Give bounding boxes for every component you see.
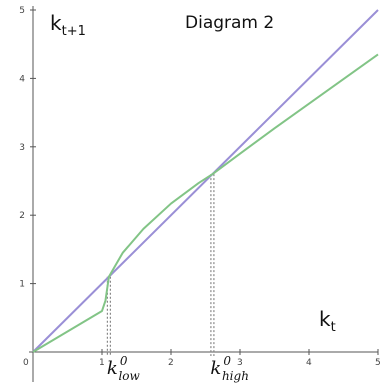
x-axis-label-sub: t: [331, 320, 336, 335]
y-tick-label: 5: [19, 6, 25, 16]
k-label-sup: 0: [223, 354, 231, 368]
k-label-main: k: [210, 358, 221, 379]
identity-line: [32, 9, 379, 353]
ticks-layer: 1 2 3 4 5 1 2 3 4 5 0: [19, 6, 380, 368]
k-label-sup: 0: [120, 354, 128, 368]
y-axis-label-sub: t+1: [62, 24, 86, 39]
x-tick-label: 2: [168, 358, 174, 368]
k-label-sub: high: [222, 369, 249, 383]
k-label-sub: low: [118, 369, 140, 383]
origin-label: 0: [23, 358, 29, 368]
series-layer: [32, 9, 379, 353]
k-low-label: k 0 low: [107, 354, 141, 383]
k-label-main: k: [107, 358, 118, 379]
k-high-label: k 0 high: [210, 354, 249, 383]
y-axis-label: kt+1: [50, 11, 86, 39]
y-tick-label: 3: [19, 143, 25, 153]
y-axis-label-main: k: [50, 11, 62, 35]
x-tick-label: 5: [375, 358, 381, 368]
x-axis-label: kt: [319, 307, 336, 335]
chart-title: Diagram 2: [185, 13, 274, 33]
markers-layer: k 0 low k 0 high: [106, 174, 249, 383]
y-tick-label: 4: [19, 74, 25, 84]
x-axis-label-main: k: [319, 307, 331, 331]
x-tick-label: 4: [306, 358, 312, 368]
x-tick-label: 1: [99, 358, 105, 368]
y-tick-label: 2: [19, 211, 25, 221]
y-tick-label: 1: [19, 280, 25, 290]
accumulation-curve: [32, 53, 379, 353]
x-tick-label: 3: [237, 358, 243, 368]
